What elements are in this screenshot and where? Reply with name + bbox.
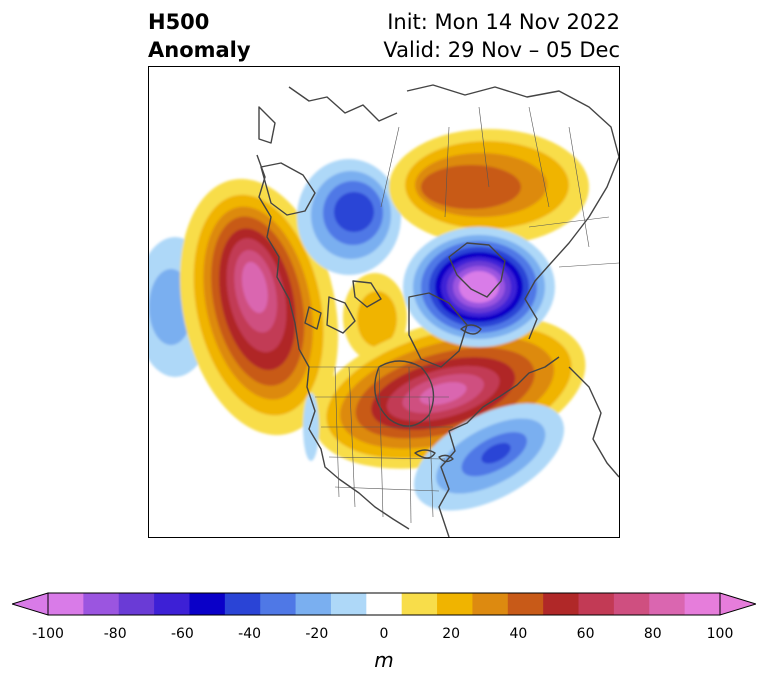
anomaly-map bbox=[148, 66, 620, 538]
colorbar-segment bbox=[224, 593, 261, 615]
chart-title: H500 Anomaly bbox=[148, 8, 251, 64]
title-h500: H500 bbox=[148, 10, 210, 34]
colorbar-segment bbox=[684, 593, 721, 615]
colorbar-segment bbox=[613, 593, 650, 615]
map-svg bbox=[149, 84, 619, 537]
colorbar-segment bbox=[260, 593, 297, 615]
colorbar-tick-label: 40 bbox=[509, 626, 528, 642]
west-coast-ridge bbox=[179, 178, 339, 436]
colorbar-tick-label: -40 bbox=[238, 626, 262, 642]
colorbar-max-extension bbox=[719, 592, 758, 616]
title-anomaly: Anomaly bbox=[148, 38, 251, 62]
colorbar-segment bbox=[366, 593, 403, 615]
colorbar-tick-label: -20 bbox=[305, 626, 329, 642]
colorbar-tick-label: 80 bbox=[643, 626, 662, 642]
colorbar-segment bbox=[189, 593, 226, 615]
colorbar-tick-label: -60 bbox=[170, 626, 194, 642]
colorbar-tick-label: 0 bbox=[379, 626, 389, 642]
colorbar-segment bbox=[472, 593, 509, 615]
colorbar-segment bbox=[154, 593, 190, 615]
colorbar-segment bbox=[401, 593, 438, 615]
colorbar-border bbox=[47, 592, 721, 616]
colorbar-min-extension bbox=[10, 592, 49, 616]
colorbar-tick-label: -80 bbox=[103, 626, 127, 642]
colorbar-segment bbox=[83, 593, 120, 615]
anomaly-contours bbox=[149, 129, 589, 511]
colorbar-segment bbox=[649, 593, 686, 615]
colorbar bbox=[10, 591, 758, 621]
colorbar-svg bbox=[10, 592, 758, 616]
date-info: Init: Mon 14 Nov 2022 Valid: 29 Nov – 05… bbox=[383, 8, 620, 64]
colorbar-unit: m bbox=[374, 648, 394, 672]
colorbar-segment bbox=[48, 593, 84, 615]
colorbar-segment bbox=[330, 593, 367, 615]
political-borders bbox=[309, 106, 619, 524]
colorbar-tick-label: 100 bbox=[706, 626, 734, 642]
colorbar-segment bbox=[578, 593, 615, 615]
colorbar-segment bbox=[118, 593, 155, 615]
colorbar-tick-label: 60 bbox=[576, 626, 595, 642]
colorbar-segment bbox=[507, 593, 544, 615]
colorbar-segment bbox=[543, 593, 580, 615]
colorbar-tick-label: -100 bbox=[32, 626, 64, 642]
colorbar-segment bbox=[295, 593, 332, 615]
west-coast-negative-anomaly bbox=[303, 393, 319, 461]
valid-range: Valid: 29 Nov – 05 Dec bbox=[383, 38, 620, 62]
colorbar-segment bbox=[437, 593, 473, 615]
colorbar-tick-label: 20 bbox=[442, 626, 461, 642]
init-date: Init: Mon 14 Nov 2022 bbox=[387, 10, 620, 34]
bering-negative-anomaly bbox=[297, 159, 401, 275]
atlantic-negative-anomaly bbox=[413, 403, 565, 511]
